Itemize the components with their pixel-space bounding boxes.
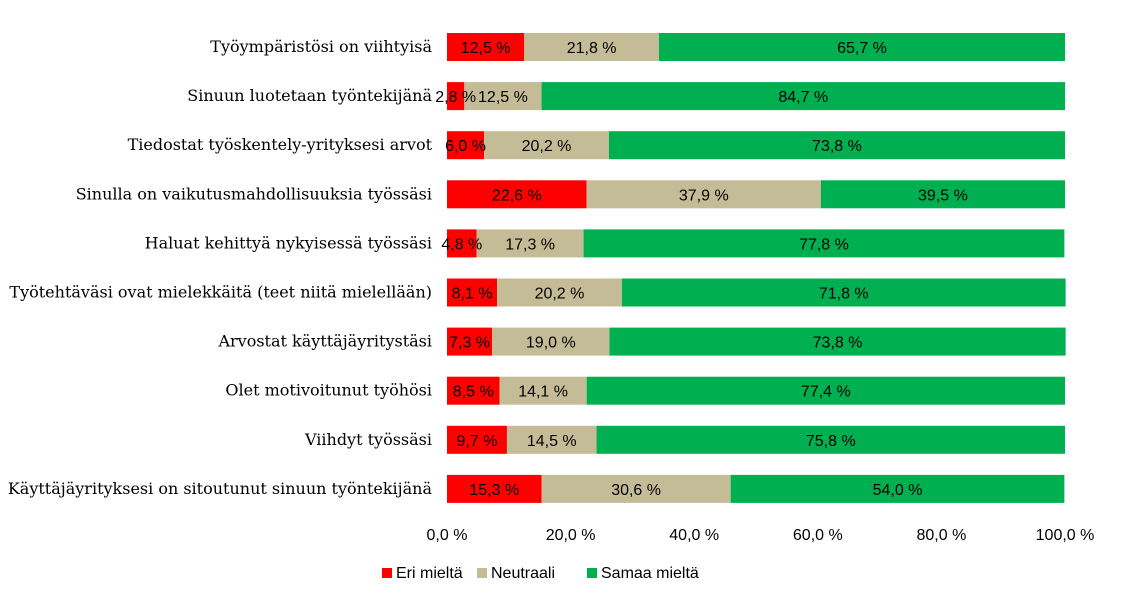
bar-segment <box>820 180 1065 209</box>
bar-segment <box>447 425 507 454</box>
bar-segment <box>524 33 659 61</box>
bar-segment <box>541 82 1065 111</box>
bar-segment <box>506 425 597 454</box>
x-tick-label: 100,0 % <box>1036 527 1095 544</box>
data-label: 30,6 % <box>611 482 661 499</box>
data-label: 4,8 % <box>441 236 482 253</box>
data-label: 84,7 % <box>778 89 828 106</box>
bar-segment <box>447 180 587 209</box>
data-label: 7,3 % <box>449 335 490 352</box>
bar-segment <box>608 131 1065 160</box>
category-label: Viihdyt työssäsi <box>304 430 432 449</box>
bar-segment <box>447 327 493 356</box>
x-tick-label: 0,0 % <box>427 527 468 544</box>
category-label: Työtehtäväsi ovat mielekkäitä (teet niit… <box>9 283 432 302</box>
data-label: 20,2 % <box>522 138 572 155</box>
bar-segment <box>586 376 1065 405</box>
legend-label: Eri mieltä <box>396 565 463 582</box>
data-label: 71,8 % <box>819 286 869 303</box>
bar-segment <box>621 278 1066 307</box>
data-label: 77,8 % <box>799 236 849 253</box>
data-label: 8,1 % <box>452 286 493 303</box>
category-label: Tiedostat työskentely-yrityksesi arvot <box>128 135 433 154</box>
category-label: Sinuun luotetaan työntekijänä <box>187 86 432 105</box>
legend-label: Samaa mieltä <box>601 565 699 582</box>
data-label: 65,7 % <box>837 40 887 57</box>
bar-segment <box>447 131 485 160</box>
data-label: 77,4 % <box>801 384 851 401</box>
bar-segment <box>447 474 542 503</box>
data-label: 73,8 % <box>812 138 862 155</box>
data-label: 14,5 % <box>527 433 577 450</box>
bar-segment <box>447 376 500 405</box>
category-label: Käyttäjäyrityksesi on sitoutunut sinuun … <box>8 479 433 498</box>
data-label: 20,2 % <box>535 286 585 303</box>
bar-segment <box>499 376 587 405</box>
data-label: 19,0 % <box>526 335 576 352</box>
data-label: 15,3 % <box>469 482 519 499</box>
bar-segment <box>484 131 609 160</box>
legend-swatch <box>382 568 392 578</box>
data-label: 2,8 % <box>435 89 476 106</box>
data-label: 8,5 % <box>453 384 494 401</box>
data-label: 21,8 % <box>567 40 617 57</box>
bar-segment <box>447 33 525 61</box>
legend-swatch <box>587 568 597 578</box>
data-label: 54,0 % <box>873 482 923 499</box>
x-tick-label: 60,0 % <box>793 527 843 544</box>
bar-segment <box>730 474 1065 503</box>
category-label: Työympäristösi on viihtyisä <box>210 37 432 56</box>
bar-segment <box>447 229 477 258</box>
data-label: 6,0 % <box>445 138 486 155</box>
data-label: 75,8 % <box>806 433 856 450</box>
bar-segment <box>447 82 465 111</box>
category-label: Haluat kehittyä nykyisessä työssäsi <box>145 233 432 252</box>
data-label: 9,7 % <box>457 433 498 450</box>
data-label: 73,8 % <box>813 335 863 352</box>
bar-segment <box>609 327 1066 356</box>
bar-segment <box>658 33 1065 61</box>
bar-segment <box>586 180 821 209</box>
x-tick-label: 40,0 % <box>669 527 719 544</box>
data-label: 39,5 % <box>918 187 968 204</box>
x-tick-label: 20,0 % <box>546 527 596 544</box>
data-label: 37,9 % <box>679 187 729 204</box>
bar-segment <box>464 82 542 111</box>
category-label: Olet motivoitunut työhösi <box>225 381 432 400</box>
data-label: 17,3 % <box>505 236 555 253</box>
data-label: 12,5 % <box>461 40 511 57</box>
bar-segment <box>596 425 1065 454</box>
bar-segment <box>497 278 622 307</box>
bar-segment <box>583 229 1065 258</box>
legend-label: Neutraali <box>491 565 555 582</box>
bar-segment <box>476 229 584 258</box>
x-tick-label: 80,0 % <box>916 527 966 544</box>
data-label: 22,6 % <box>492 187 542 204</box>
data-label: 14,1 % <box>518 384 568 401</box>
data-label: 12,5 % <box>478 89 528 106</box>
bar-segment <box>447 278 498 307</box>
bar-segment <box>492 327 610 356</box>
category-label: Arvostat käyttäjäyritystäsi <box>217 332 432 351</box>
category-label: Sinulla on vaikutusmahdollisuuksia työss… <box>76 184 432 203</box>
legend-swatch <box>477 568 487 578</box>
bar-segment <box>541 474 731 503</box>
